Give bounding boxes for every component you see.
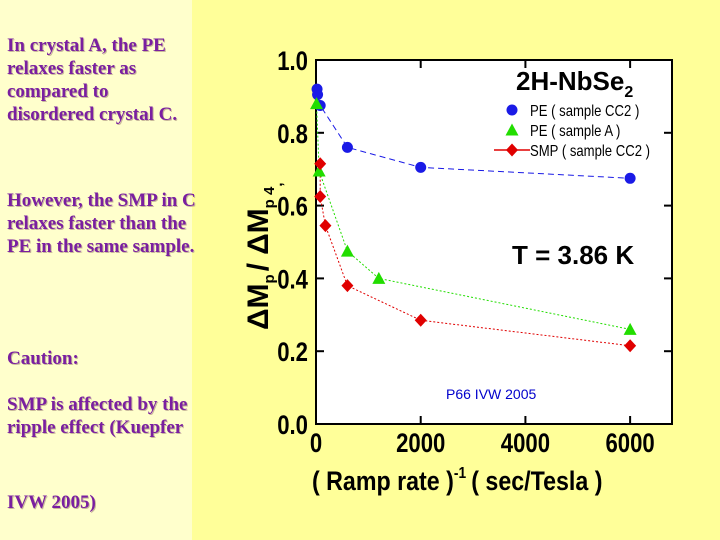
x-axis-label-left: ( Ramp rate ): [312, 466, 454, 496]
y-axis-label-comma: ,: [269, 183, 286, 187]
chart-title: 2H-NbSe2: [516, 66, 633, 101]
y-axis-label: ΔMp/ΔMp 4,: [242, 183, 286, 331]
note-ripple-effect: SMP is affected by the ripple effect (Ku…: [7, 394, 188, 438]
x-tick-label: 2000: [396, 429, 445, 459]
y-tick-label: 0.8: [277, 120, 308, 150]
legend-triangle-marker: [505, 123, 519, 136]
triangle-marker: [340, 244, 354, 257]
legend-label: PE ( sample CC2 ): [530, 103, 639, 120]
diamond-marker: [341, 279, 354, 293]
y-tick-label: 1.0: [277, 47, 308, 77]
triangle-marker: [310, 97, 324, 110]
y-axis-label-main: ΔM: [242, 283, 275, 330]
chart-title-main: 2H-NbSe: [516, 66, 624, 96]
legend-diamond-marker: [506, 143, 518, 157]
series-markers: [310, 83, 637, 353]
legend-circle-marker: [506, 104, 518, 116]
circle-marker: [624, 172, 636, 184]
y-axis-label-sub: p: [261, 274, 278, 283]
temperature-annotation: T = 3.86 K: [512, 240, 634, 270]
y-tick-label: 0.0: [277, 411, 308, 441]
note-pe-relaxation: In crystal A, the PE relaxes faster as c…: [7, 35, 178, 125]
y-axis-label-slash: /: [242, 262, 275, 271]
x-axis-label: ( Ramp rate )-1 ( sec/Tesla ): [312, 464, 602, 496]
citation-label: P66 IVW 2005: [446, 386, 536, 402]
x-axis-label-exp: -1: [454, 464, 466, 482]
diamond-marker: [624, 339, 637, 353]
note-smp-relaxation: However, the SMP in C relaxes faster tha…: [7, 190, 196, 257]
notes-panel: In crystal A, the PE relaxes faster as c…: [0, 0, 196, 540]
legend-label: PE ( sample A ): [530, 123, 620, 140]
axis-ticks: 0.0 0.2 0.4 0.6 0.8 1.0 0 2000 4000 6000: [277, 47, 672, 459]
y-tick-label: 0.4: [277, 265, 308, 295]
y-tick-label: 0.6: [277, 193, 308, 223]
x-tick-label: 6000: [606, 429, 655, 459]
triangle-marker: [623, 322, 637, 335]
circle-marker: [341, 141, 353, 153]
x-tick-label: 0: [310, 429, 322, 459]
diamond-marker: [314, 190, 327, 203]
y-axis-label-numerator-sub: p 4: [261, 186, 278, 208]
y-tick-label: 0.2: [277, 338, 308, 368]
x-axis-label-right: ( sec/Tesla ): [471, 466, 602, 496]
triangle-marker: [372, 271, 386, 284]
y-axis-label-numerator: ΔM: [242, 208, 275, 255]
plot-frame: [315, 59, 673, 425]
chart-title-sub: 2: [624, 84, 633, 101]
diamond-marker: [319, 219, 332, 233]
circle-marker: [312, 89, 324, 101]
diamond-marker: [314, 157, 327, 171]
legend-label: SMP ( sample CC2 ): [530, 143, 650, 160]
x-tick-label: 4000: [501, 429, 550, 459]
circle-marker: [415, 161, 427, 173]
note-reference: IVW 2005): [7, 492, 96, 513]
diamond-marker: [414, 313, 427, 327]
triangle-marker: [312, 164, 326, 177]
legend: PE ( sample CC2 ) PE ( sample A ) SMP ( sa…: [494, 103, 650, 160]
note-caution-heading: Caution:: [7, 348, 79, 369]
